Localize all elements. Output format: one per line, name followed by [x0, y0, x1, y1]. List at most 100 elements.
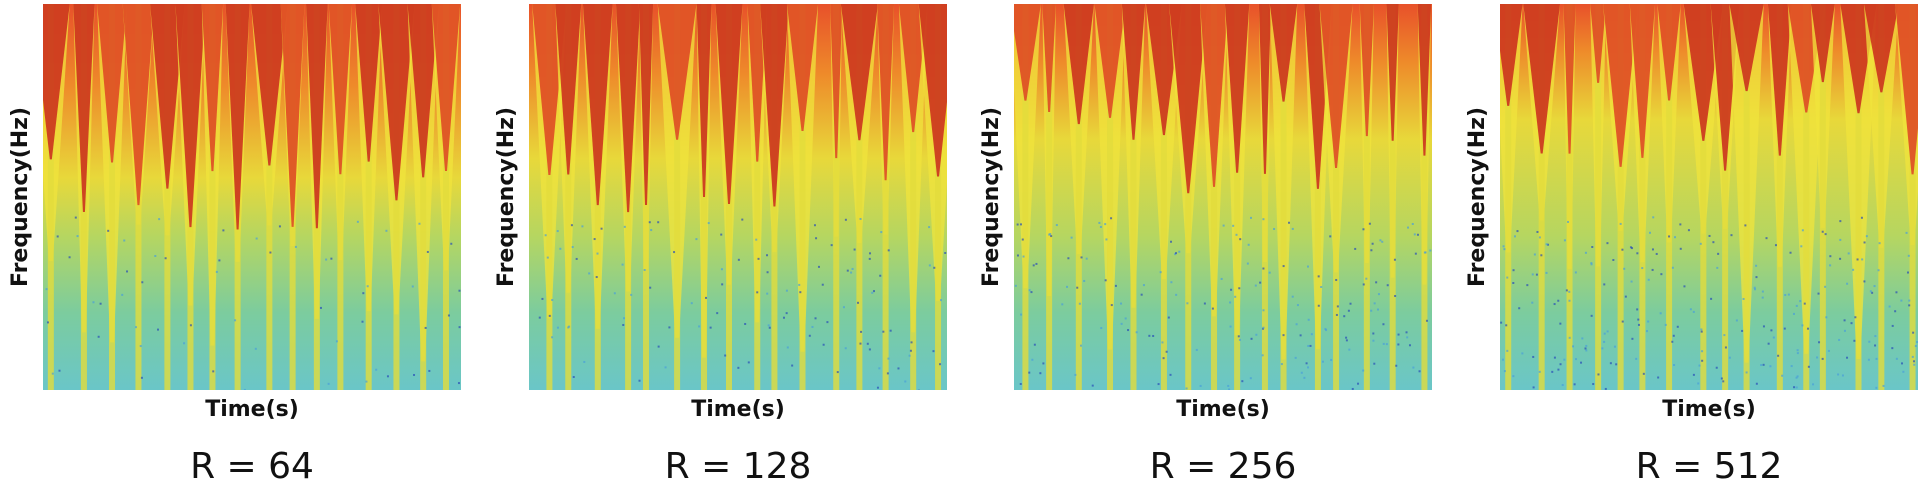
onset-energy	[175, 4, 206, 228]
noise	[1715, 366, 1718, 369]
y-axis-label: Frequency(Hz)	[979, 107, 1004, 287]
noise	[1070, 236, 1073, 239]
noise	[1742, 297, 1745, 300]
noise	[1597, 373, 1600, 376]
noise	[844, 218, 847, 221]
noise	[1099, 225, 1102, 228]
noise	[1234, 295, 1237, 298]
noise	[878, 367, 881, 370]
noise	[1645, 330, 1648, 333]
noise	[1787, 293, 1790, 296]
noise	[1031, 358, 1034, 361]
noise	[1335, 278, 1338, 281]
noise	[1894, 310, 1897, 313]
noise	[1114, 284, 1117, 287]
noise	[1912, 360, 1915, 363]
y-axis-label: Frequency(Hz)	[1465, 107, 1490, 287]
noise	[1407, 226, 1410, 229]
onset-line	[442, 4, 449, 390]
noise	[1110, 217, 1113, 220]
noise	[1843, 319, 1846, 322]
noise	[1291, 295, 1294, 298]
noise	[1382, 342, 1385, 345]
noise	[457, 382, 460, 385]
x-axis-label: Time(s)	[205, 397, 299, 422]
noise	[1505, 324, 1508, 327]
noise	[572, 376, 575, 379]
noise	[139, 345, 142, 348]
noise	[428, 369, 431, 372]
onset-energy	[378, 4, 415, 201]
noise	[1324, 327, 1327, 330]
noise	[1343, 315, 1346, 318]
noise	[1532, 386, 1535, 389]
noise	[1178, 250, 1181, 253]
noise	[872, 290, 875, 293]
noise	[327, 382, 330, 385]
onset-energy	[1063, 4, 1094, 125]
noise	[630, 293, 633, 296]
noise	[424, 326, 427, 329]
noise	[1531, 273, 1534, 276]
onset-energy	[1895, 4, 1918, 175]
noise	[1615, 363, 1618, 366]
noise	[1418, 370, 1421, 373]
noise	[1825, 316, 1828, 319]
noise	[1066, 285, 1069, 288]
noise	[1375, 281, 1378, 284]
noise	[1310, 333, 1313, 336]
noise	[1370, 309, 1373, 312]
noise	[1603, 283, 1606, 286]
noise	[1110, 304, 1113, 307]
noise	[1373, 302, 1376, 305]
noise	[411, 285, 414, 288]
noise	[1631, 337, 1634, 340]
noise	[1641, 267, 1644, 270]
noise	[1320, 286, 1323, 289]
onset-line	[1130, 4, 1137, 390]
noise	[897, 367, 900, 370]
noise	[1559, 322, 1562, 325]
noise	[1621, 248, 1624, 251]
noise	[1162, 357, 1165, 360]
noise	[581, 225, 584, 228]
noise	[1039, 372, 1042, 375]
noise	[1317, 304, 1320, 307]
noise	[1551, 370, 1554, 373]
noise	[254, 347, 257, 350]
noise	[1080, 344, 1082, 347]
noise	[1717, 252, 1720, 255]
noise	[1249, 216, 1252, 219]
noise	[1761, 296, 1764, 299]
noise	[375, 368, 378, 371]
noise	[595, 276, 598, 279]
noise	[1723, 334, 1726, 337]
noise	[183, 342, 186, 345]
noise	[1692, 373, 1695, 376]
noise	[356, 220, 359, 223]
onset-line	[910, 4, 917, 390]
noise	[215, 270, 218, 273]
noise	[234, 319, 237, 322]
noise	[1863, 241, 1866, 244]
noise	[1698, 364, 1701, 367]
noise	[643, 268, 646, 271]
onset-line	[1803, 4, 1810, 390]
onset-line	[1280, 4, 1287, 390]
noise	[1021, 238, 1024, 241]
noise	[1170, 281, 1173, 284]
noise	[1568, 290, 1571, 293]
onset-energy	[251, 4, 288, 166]
noise	[857, 301, 860, 304]
noise	[1175, 293, 1178, 296]
noise	[92, 301, 95, 304]
onset-energy	[122, 4, 155, 206]
noise	[1557, 368, 1560, 371]
noise	[1397, 343, 1400, 346]
noise	[798, 283, 801, 286]
noise	[1869, 290, 1872, 293]
onset-line	[1075, 4, 1082, 390]
noise	[1028, 289, 1031, 292]
noise	[1850, 322, 1853, 325]
